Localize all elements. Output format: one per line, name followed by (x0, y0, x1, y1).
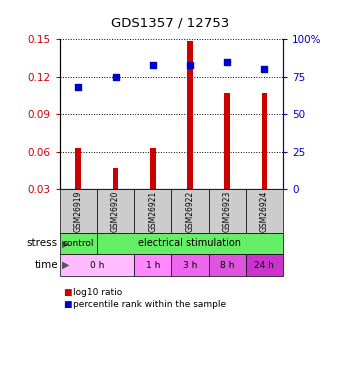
Bar (75, 148, 81, 189)
Point (76, 84, 81, 90)
Text: ■: ■ (63, 288, 72, 297)
Text: log10 ratio: log10 ratio (73, 288, 122, 297)
Text: electrical stimulation: electrical stimulation (138, 238, 241, 248)
Point (224, 59, 230, 65)
Point (113, 74, 118, 80)
Text: ▶: ▶ (62, 260, 70, 270)
Point (187, 62, 193, 68)
Text: GSM26921: GSM26921 (148, 190, 157, 231)
Point (262, 66, 267, 72)
Text: GDS1357 / 12753: GDS1357 / 12753 (112, 17, 229, 30)
Text: percentile rank within the sample: percentile rank within the sample (73, 300, 226, 309)
Text: GSM26924: GSM26924 (260, 190, 269, 232)
Bar (224, 93, 230, 189)
Bar (262, 93, 267, 189)
Point (150, 62, 155, 68)
Bar (113, 168, 118, 189)
Text: ▶: ▶ (62, 238, 70, 248)
Text: 3 h: 3 h (183, 261, 197, 270)
Text: time: time (34, 260, 58, 270)
Bar (150, 148, 155, 189)
Text: GSM26923: GSM26923 (223, 190, 232, 232)
Text: GSM26920: GSM26920 (111, 190, 120, 232)
Text: 1 h: 1 h (146, 261, 160, 270)
Bar (187, 40, 193, 189)
Text: stress: stress (27, 238, 58, 248)
Text: 0 h: 0 h (90, 261, 104, 270)
Text: GSM26922: GSM26922 (186, 190, 194, 231)
Text: GSM26919: GSM26919 (74, 190, 83, 232)
Text: 8 h: 8 h (220, 261, 234, 270)
Text: ■: ■ (63, 300, 72, 309)
Text: control: control (62, 239, 94, 248)
Text: 24 h: 24 h (254, 261, 275, 270)
